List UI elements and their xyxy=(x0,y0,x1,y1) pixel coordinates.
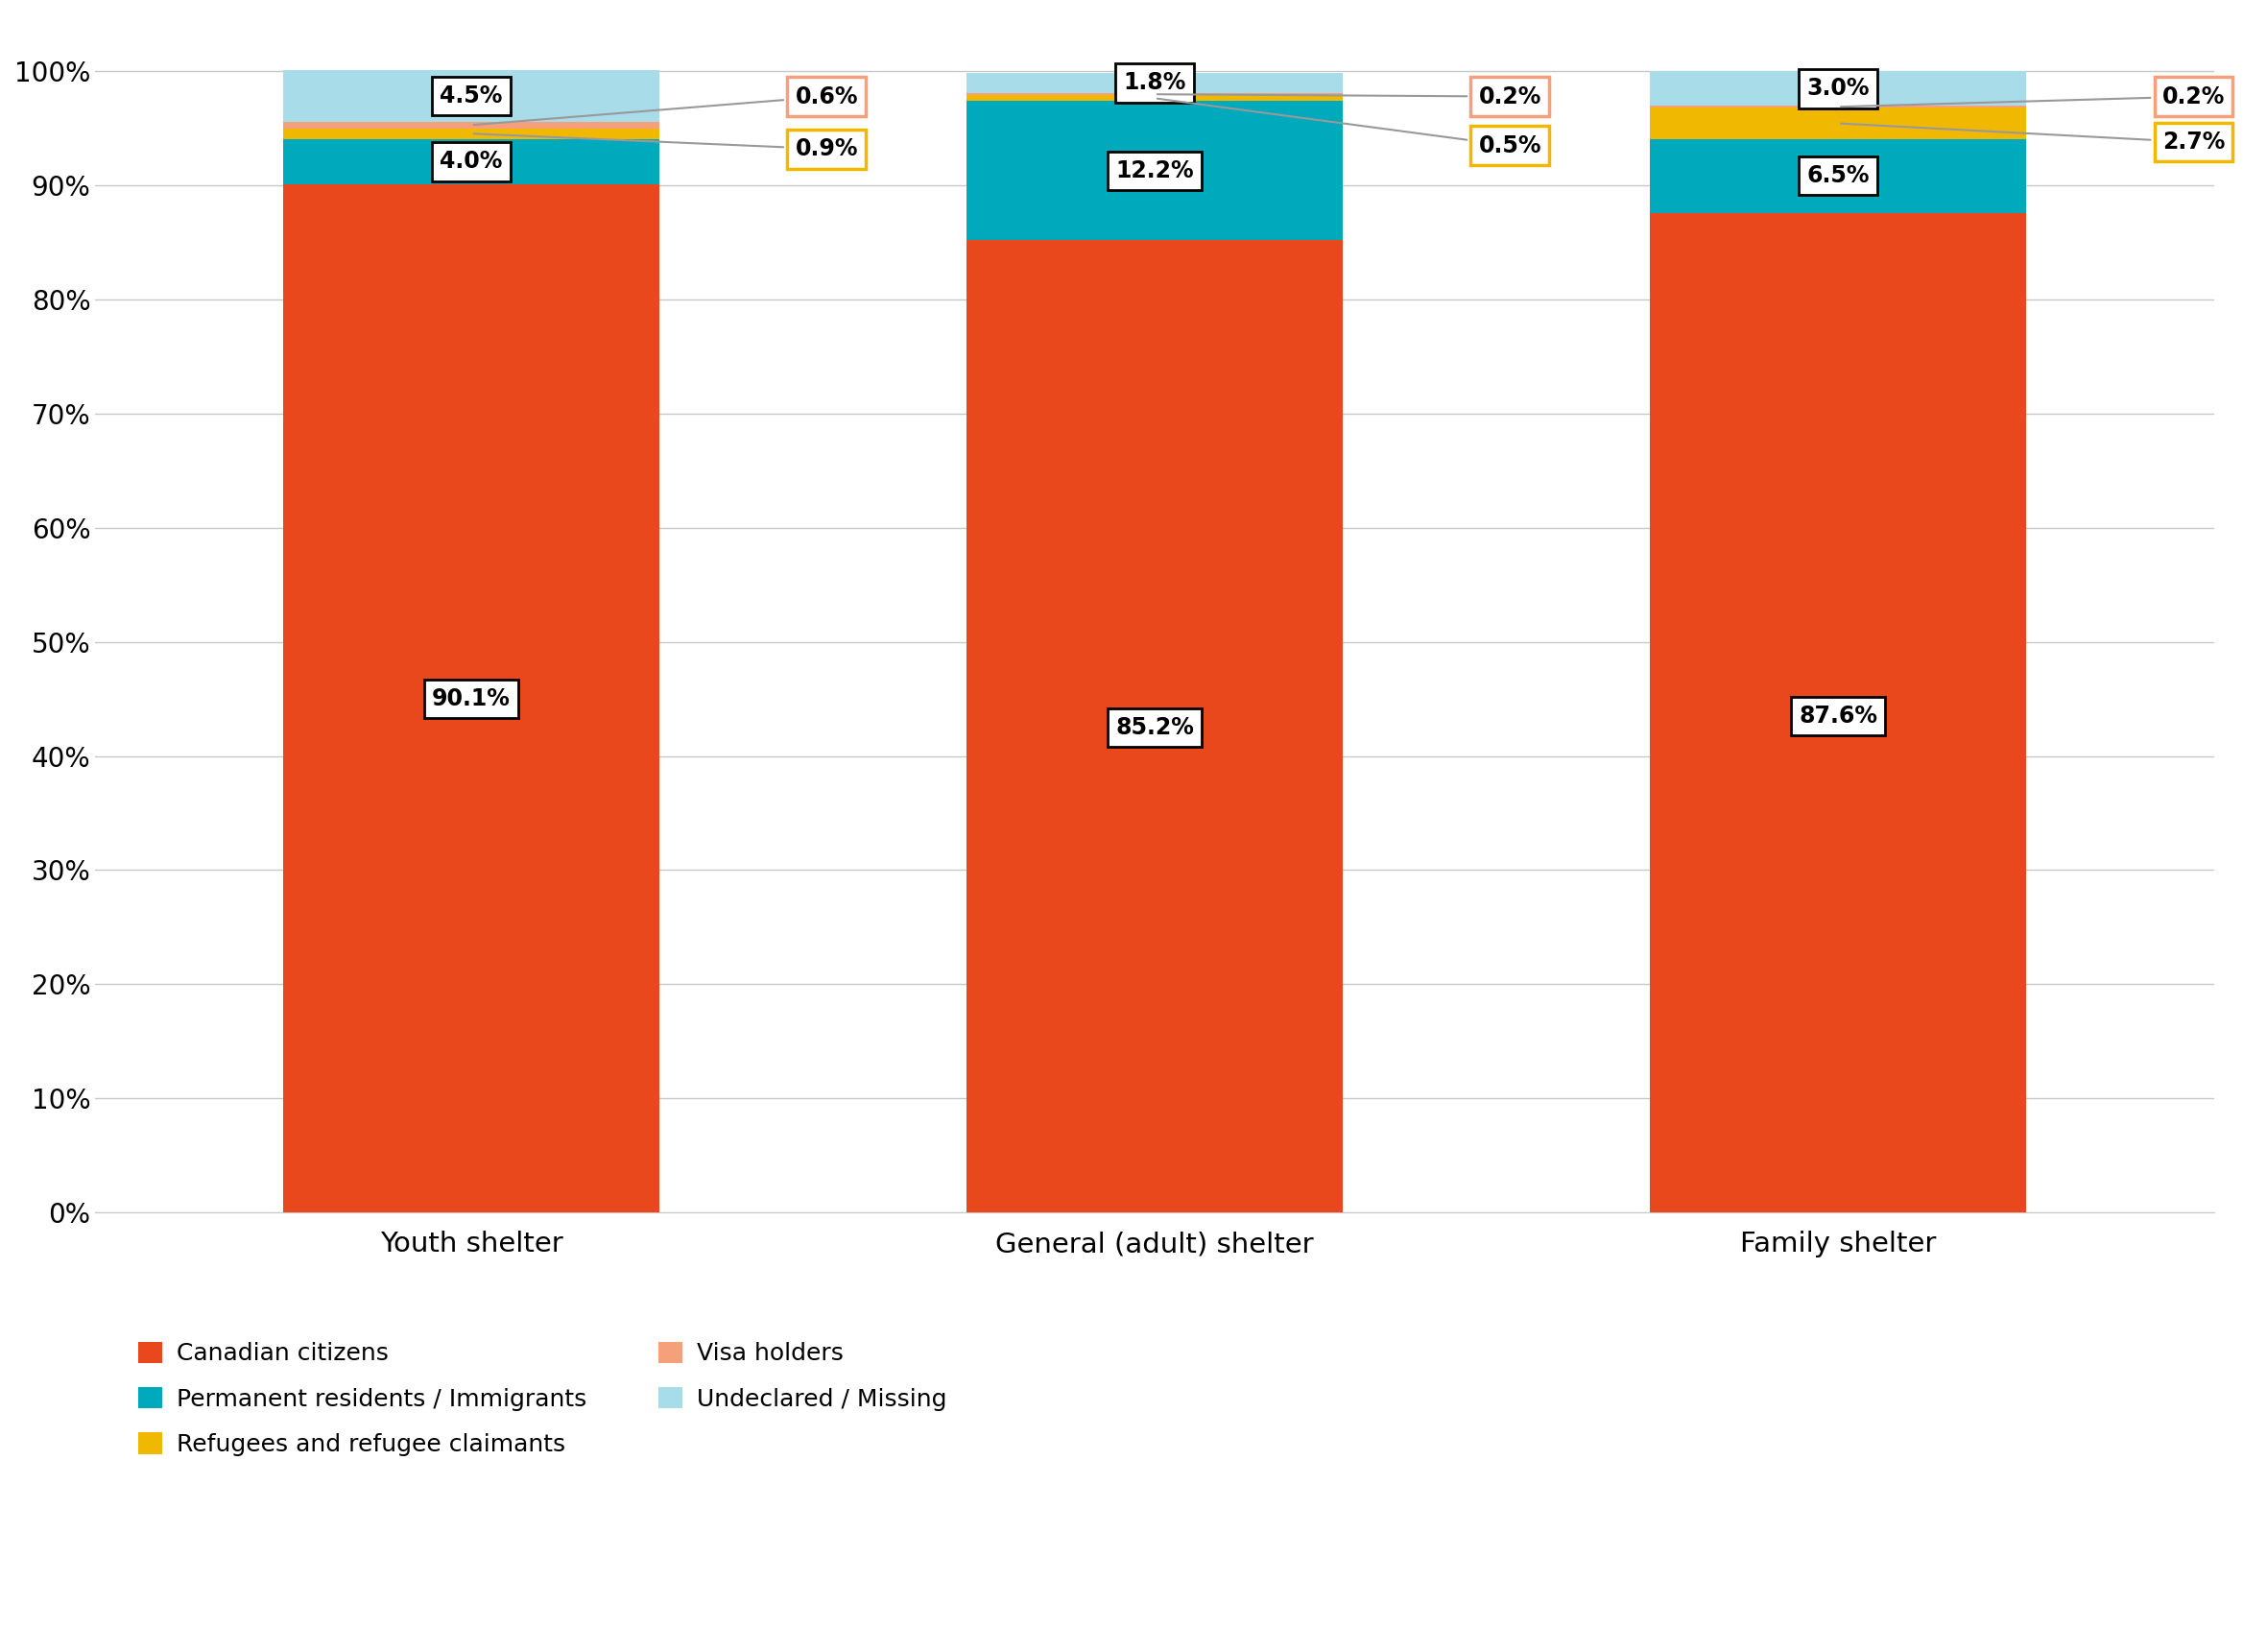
Bar xyxy=(283,185,659,1213)
Text: 4.5%: 4.5% xyxy=(440,84,502,107)
Text: 0.6%: 0.6% xyxy=(473,84,859,126)
Text: 1.8%: 1.8% xyxy=(1124,71,1187,94)
Bar xyxy=(283,139,659,185)
Bar xyxy=(283,129,659,139)
Text: 0.9%: 0.9% xyxy=(473,134,859,160)
Bar xyxy=(283,71,659,122)
Text: 0.2%: 0.2% xyxy=(1157,84,1541,107)
Text: 6.5%: 6.5% xyxy=(1806,164,1871,187)
Text: 3.0%: 3.0% xyxy=(1806,78,1871,101)
Bar xyxy=(967,101,1344,240)
Bar xyxy=(1651,107,2025,139)
Bar xyxy=(967,240,1344,1213)
Text: 0.2%: 0.2% xyxy=(1842,84,2225,107)
Bar xyxy=(967,96,1344,101)
Text: 87.6%: 87.6% xyxy=(1799,704,1877,727)
Bar xyxy=(1651,71,2025,106)
Legend: Canadian citizens, Permanent residents / Immigrants, Refugees and refugee claima: Canadian citizens, Permanent residents /… xyxy=(128,1332,956,1465)
Bar xyxy=(1651,139,2025,213)
Text: 90.1%: 90.1% xyxy=(433,687,511,710)
Bar xyxy=(1651,213,2025,1213)
Bar xyxy=(967,93,1344,96)
Bar xyxy=(283,122,659,129)
Bar xyxy=(967,73,1344,93)
Text: 85.2%: 85.2% xyxy=(1115,715,1193,738)
Bar xyxy=(1651,106,2025,107)
Text: 4.0%: 4.0% xyxy=(440,150,502,173)
Text: 12.2%: 12.2% xyxy=(1115,159,1193,182)
Text: 2.7%: 2.7% xyxy=(1842,124,2225,154)
Text: 0.5%: 0.5% xyxy=(1157,99,1541,157)
